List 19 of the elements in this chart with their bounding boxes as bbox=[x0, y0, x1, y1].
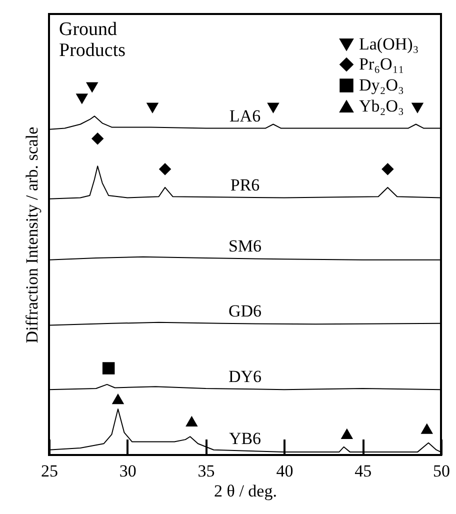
text: Ground Products bbox=[59, 19, 126, 61]
legend-label: YB6 bbox=[228, 428, 262, 448]
y-axis-title: Diffraction Intensity / arb. scale bbox=[22, 126, 42, 344]
series-label: PR6 bbox=[230, 175, 260, 194]
x-tick-label: 50 bbox=[433, 462, 450, 480]
x-tick-label: 25 bbox=[41, 462, 58, 480]
x-tick-label: 35 bbox=[198, 462, 215, 480]
legend-label: La(OH)₃ bbox=[359, 34, 419, 54]
x-tick-label: 40 bbox=[276, 462, 294, 480]
legend-label: Pr₆O₁₁ bbox=[359, 54, 404, 74]
legend-label: Dy₂O₃ bbox=[359, 76, 404, 94]
series-label: LA6 bbox=[229, 106, 261, 126]
legend-label: Yb₂O₃ bbox=[359, 96, 404, 116]
x-tick-label: 30 bbox=[119, 462, 136, 480]
series-label: SM6 bbox=[228, 236, 262, 256]
series-label: GD6 bbox=[228, 302, 262, 321]
series-label: DY6 bbox=[228, 367, 262, 386]
x-tick-label: 45 bbox=[354, 462, 372, 480]
x-axis-title: 2 θ / deg. bbox=[214, 482, 277, 500]
